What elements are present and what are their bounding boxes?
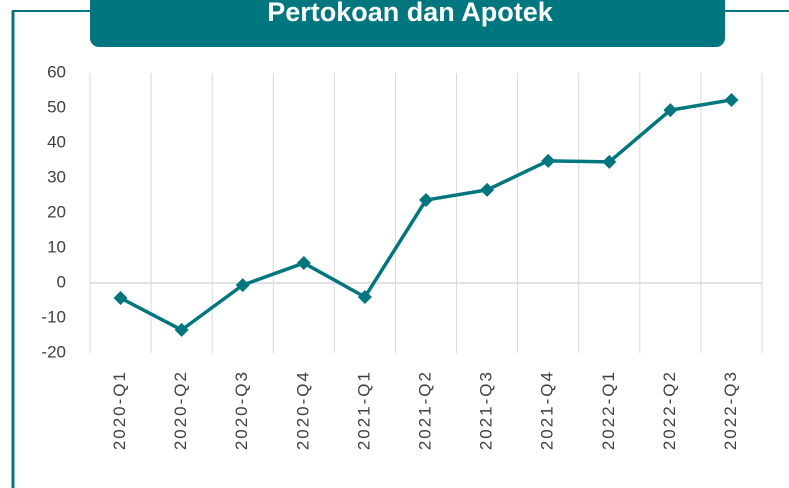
y-tick-label: 40: [47, 132, 66, 151]
x-tick-label: 2022-Q2: [660, 370, 679, 450]
y-tick-label: 20: [47, 202, 66, 221]
marker: [602, 154, 617, 169]
y-tick-label: -10: [41, 307, 66, 326]
marker: [663, 103, 678, 118]
x-tick-label: 2020-Q4: [293, 370, 312, 450]
y-tick-label: 0: [57, 272, 66, 291]
marker: [724, 92, 739, 107]
y-tick-label: 50: [47, 97, 66, 116]
y-tick-label: -20: [41, 342, 66, 361]
marker: [419, 193, 433, 208]
x-tick-label: 2021-Q3: [477, 370, 496, 450]
title-tab: [90, 0, 725, 47]
grid: [89, 73, 763, 353]
x-tick-label: 2020-Q3: [232, 370, 251, 450]
y-tick-label: 60: [47, 62, 66, 81]
marker: [480, 182, 495, 197]
marker: [174, 322, 189, 337]
x-tick-label: 2020-Q1: [110, 370, 129, 450]
marker: [235, 278, 250, 293]
marker: [357, 290, 372, 304]
x-tick-label: 2021-Q4: [538, 370, 557, 450]
marker: [113, 291, 128, 306]
y-tick-label: 10: [47, 237, 66, 256]
y-tick-label: 30: [47, 167, 66, 186]
marker: [296, 256, 311, 271]
chart-title: Pertokoan dan Apotek: [267, 0, 554, 27]
x-tick-label: 2021-Q2: [415, 370, 434, 450]
x-tick-label: 2022-Q1: [599, 370, 618, 450]
x-tick-label: 2020-Q2: [171, 370, 190, 450]
x-tick-label: 2022-Q3: [721, 370, 740, 450]
x-tick-label: 2021-Q1: [354, 370, 373, 450]
marker: [541, 153, 556, 168]
